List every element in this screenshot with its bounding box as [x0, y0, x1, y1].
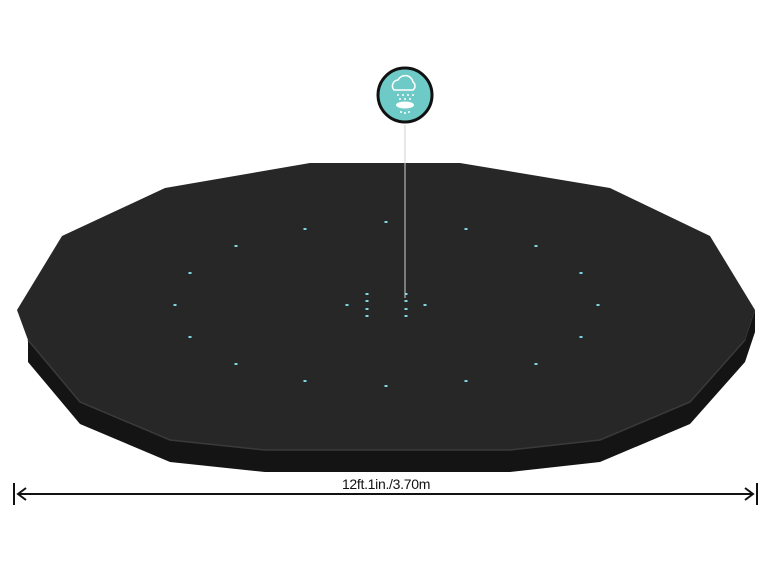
drain-hole	[404, 293, 408, 295]
drain-hole	[365, 308, 369, 310]
drain-hole	[423, 304, 427, 306]
drain-hole	[188, 272, 192, 274]
drain-hole	[303, 228, 307, 230]
drain-hole	[404, 300, 408, 302]
rain-drain-icon	[376, 66, 434, 124]
drain-hole	[303, 380, 307, 382]
drain-hole	[234, 363, 238, 365]
drain-holes	[173, 221, 600, 387]
drain-hole	[464, 228, 468, 230]
dimension-arrow	[13, 483, 758, 505]
drain-hole	[345, 304, 349, 306]
drain-hole	[404, 315, 408, 317]
drain-hole	[404, 308, 408, 310]
drain-hole	[188, 336, 192, 338]
drain-hole	[534, 363, 538, 365]
drain-hole	[384, 385, 388, 387]
drain-hole	[596, 304, 600, 306]
cover-edge-highlight	[27, 339, 746, 451]
drain-hole	[534, 245, 538, 247]
drain-hole	[365, 315, 369, 317]
drain-hole	[384, 221, 388, 223]
dimension-label: 12ft.1in./3.70m	[341, 476, 431, 492]
drain-hole	[464, 380, 468, 382]
cover-top	[17, 163, 755, 450]
drain-hole	[579, 272, 583, 274]
drain-hole	[234, 245, 238, 247]
drain-hole	[173, 304, 177, 306]
drain-hole	[365, 293, 369, 295]
drain-hole	[365, 300, 369, 302]
drain-hole	[579, 336, 583, 338]
